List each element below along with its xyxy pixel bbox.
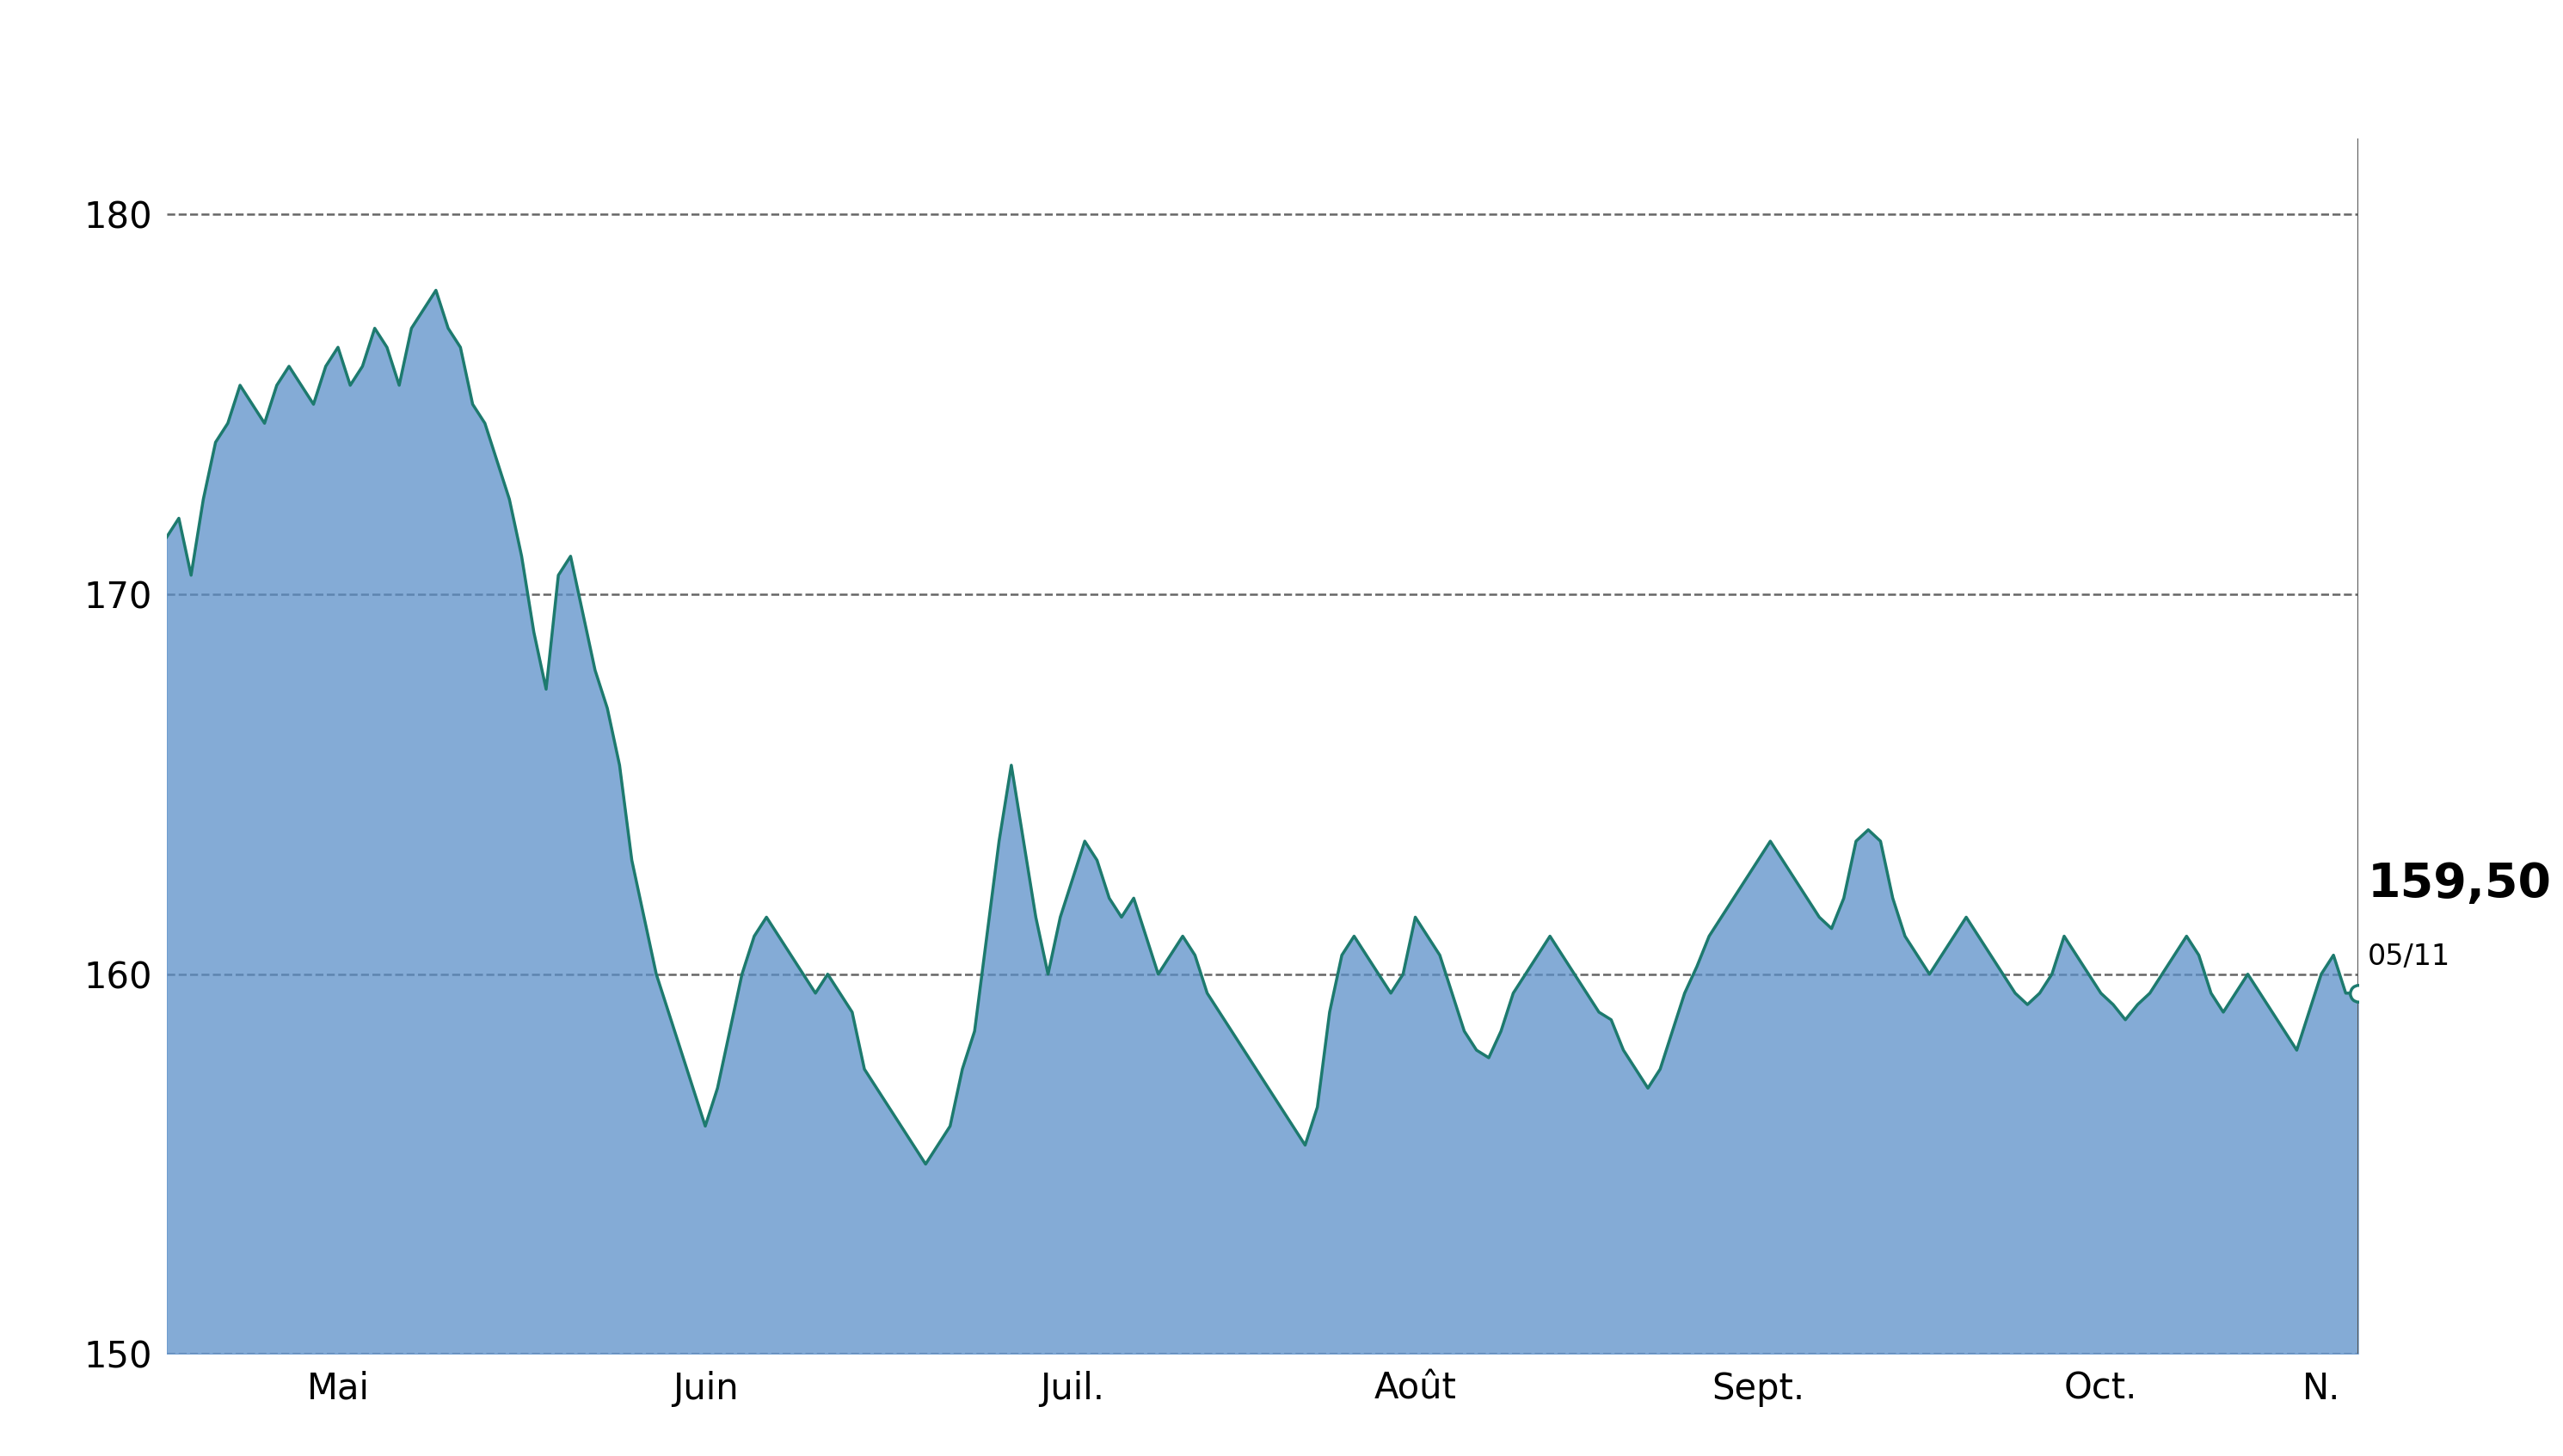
Text: 159,50: 159,50 [2368, 860, 2553, 907]
Text: 05/11: 05/11 [2368, 942, 2450, 971]
Text: TotalEnergiesGabon: TotalEnergiesGabon [892, 26, 1671, 93]
